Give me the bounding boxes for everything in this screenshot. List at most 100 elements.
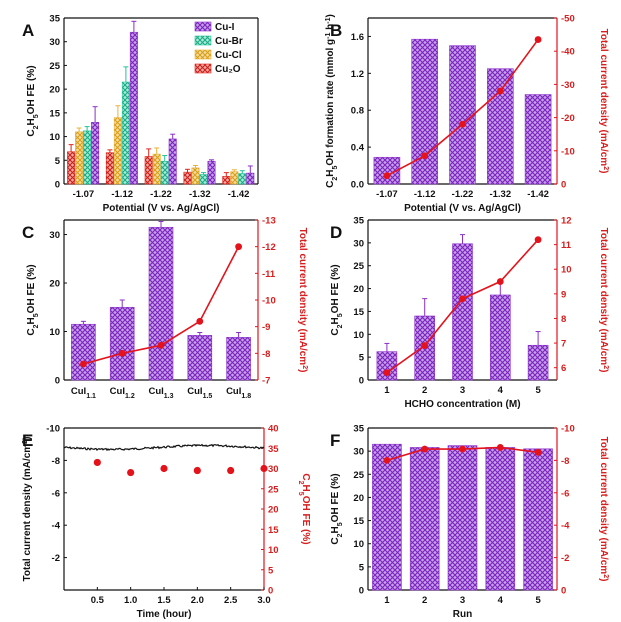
C-current-point xyxy=(196,317,204,325)
B-xtick-label: -1.07 xyxy=(376,189,398,200)
A-legend-label: Cu-Br xyxy=(215,36,243,47)
C-current-point xyxy=(235,243,243,251)
D-current-point xyxy=(421,342,429,349)
F-y2tick-label: -2 xyxy=(561,553,569,564)
D-ytick-label: 20 xyxy=(353,284,364,295)
A-xtick-label: -1.32 xyxy=(189,189,211,200)
B-xtick-label: -1.32 xyxy=(489,189,511,200)
E-fe-point xyxy=(260,464,268,473)
F-ytick-label: 10 xyxy=(353,539,364,550)
D-ytick-label: 0 xyxy=(359,376,364,387)
A-bar-cucl xyxy=(113,117,122,185)
F-xtick-label: 3 xyxy=(460,595,465,606)
F-y2-axis-label: Total current density (mA/cm2) xyxy=(598,437,610,582)
E-y2tick-label: 15 xyxy=(268,525,279,536)
C-bar xyxy=(148,226,174,381)
A-ytick-label: 20 xyxy=(49,85,60,96)
B-bar xyxy=(524,94,552,185)
B-y2tick-label: -10 xyxy=(561,146,575,157)
B-current-point xyxy=(383,172,391,180)
C-ytick-label: 30 xyxy=(49,230,60,241)
D-xtick-label: 4 xyxy=(498,385,504,396)
F-xtick-label: 5 xyxy=(535,595,541,606)
E-ytick-label: -6 xyxy=(52,488,60,499)
C-xtick-label: CuI1.1 xyxy=(71,386,96,400)
D-panel-label: D xyxy=(330,223,342,242)
B-bar xyxy=(486,68,514,185)
D-ytick-label: 10 xyxy=(353,330,364,341)
E-y-axis-label: Total current density (mA/cm2) xyxy=(22,437,34,582)
A-x-axis-label: Potential (V vs. Ag/AgCl) xyxy=(103,203,220,214)
C-y2tick-label: -12 xyxy=(262,242,276,253)
B-current-point xyxy=(459,120,466,128)
D-current-point xyxy=(459,295,466,303)
D-y2tick-label: 7 xyxy=(561,339,566,350)
C-ytick-label: 0 xyxy=(55,376,60,387)
B-current-point xyxy=(534,36,542,43)
D-xtick-label: 3 xyxy=(460,385,465,396)
F-y2tick-label: -4 xyxy=(561,521,570,532)
B-y2tick-label: -30 xyxy=(561,80,575,91)
D-ytick-label: 5 xyxy=(359,353,365,364)
A-legend-swatch xyxy=(194,21,212,32)
F-ytick-label: 25 xyxy=(353,470,364,481)
E-fe-point xyxy=(227,466,235,475)
A-bar-cucl xyxy=(230,171,239,185)
E-xtick-label: 2.5 xyxy=(224,595,238,606)
E-y2tick-label: 40 xyxy=(268,424,279,435)
E-y2tick-label: 35 xyxy=(268,444,279,455)
E-y2-axis-label: C2H5OH FE (%) xyxy=(298,473,312,544)
F-bar xyxy=(523,448,553,591)
A-legend-label: Cu₂O xyxy=(215,64,241,75)
C-current-point xyxy=(118,349,126,357)
F-xtick-label: 1 xyxy=(384,595,390,606)
A-bar-cucl xyxy=(75,131,84,185)
A-bar-cubr xyxy=(83,130,92,185)
A-ytick-label: 0 xyxy=(55,180,60,191)
F-ytick-label: 5 xyxy=(359,562,365,573)
C-bar xyxy=(226,337,251,381)
F-x-axis-label: Run xyxy=(453,609,472,620)
B-xtick-label: -1.42 xyxy=(527,189,549,200)
C-bar xyxy=(187,335,213,381)
E-y2tick-label: 0 xyxy=(268,586,273,597)
E-fe-point xyxy=(160,464,168,473)
D-bar xyxy=(489,294,511,381)
D-y2tick-label: 10 xyxy=(561,265,572,276)
D-current-point xyxy=(534,236,542,244)
D-y2tick-label: 11 xyxy=(561,240,572,251)
E-y2tick-label: 20 xyxy=(268,505,279,516)
D-y2tick-label: 9 xyxy=(561,289,566,300)
C-xtick-label: CuI1.8 xyxy=(226,386,251,400)
B-y-axis-label: C2H5OH formation rate (mmol g-1 h-1) xyxy=(325,14,339,188)
A-bar-cubr xyxy=(160,160,169,185)
C-xtick-label: CuI1.5 xyxy=(187,386,212,400)
C-y2-axis-label: Total current density (mA/cm2) xyxy=(297,228,309,373)
A-bar-cui xyxy=(246,172,255,185)
F-current-point xyxy=(383,457,391,464)
A-legend-label: Cu-Cl xyxy=(215,50,242,61)
A-bar-cuo xyxy=(105,152,114,185)
B-bar xyxy=(449,45,476,185)
C-bar xyxy=(71,323,96,381)
A-bar-cubr xyxy=(121,81,130,185)
E-panel-label: E xyxy=(22,431,33,450)
D-bar xyxy=(452,243,473,381)
C-current-point xyxy=(80,360,87,368)
D-current-point xyxy=(496,278,504,285)
A-bar-cui xyxy=(168,138,177,185)
F-bar xyxy=(372,443,402,591)
A-legend-swatch xyxy=(194,35,212,46)
C-y-axis-label: C2H5OH FE (%) xyxy=(26,264,40,335)
A-bar-cuo xyxy=(144,156,153,185)
F-y2tick-label: -8 xyxy=(561,456,569,467)
B-bar xyxy=(411,38,439,185)
A-bar-cubr xyxy=(199,174,208,185)
D-ytick-label: 25 xyxy=(353,261,364,272)
E-fe-point xyxy=(93,458,101,467)
C-y2tick-label: -11 xyxy=(262,269,276,280)
B-ytick-label: 1.6 xyxy=(351,32,364,43)
E-y2tick-label: 5 xyxy=(268,565,274,576)
A-y-axis-label: C2H5OH FE (%) xyxy=(26,65,40,136)
